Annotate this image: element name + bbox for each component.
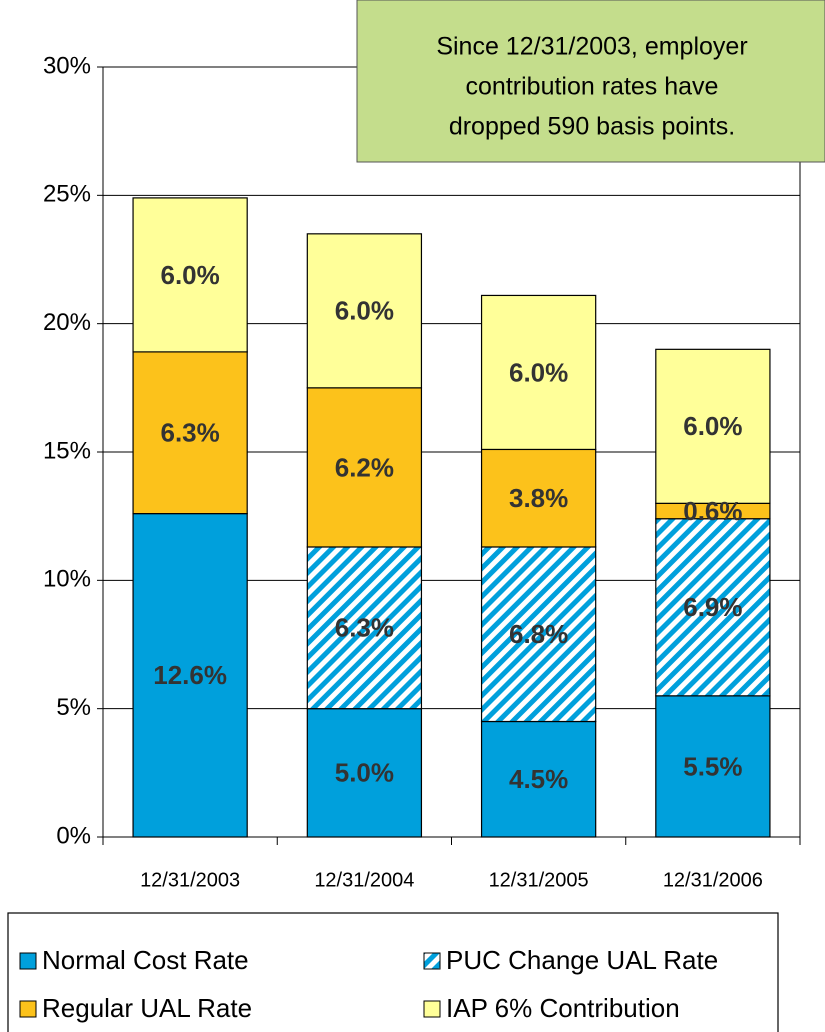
y-tick-label: 25%: [43, 181, 91, 208]
y-tick-label: 30%: [43, 52, 91, 79]
annotation-box: [356, 0, 825, 163]
data-label: 0.6%: [683, 496, 742, 526]
data-label: 6.3%: [160, 418, 219, 448]
bar-segment: [655, 518, 771, 697]
legend-swatch: [423, 952, 441, 970]
x-tick-label: 12/31/2003: [140, 869, 240, 891]
data-label: 3.8%: [509, 483, 568, 513]
data-label: 5.0%: [335, 758, 394, 788]
data-label: 6.0%: [160, 260, 219, 290]
bar-segment: [306, 387, 423, 548]
data-label: 6.2%: [335, 452, 394, 482]
bar-segment: [655, 348, 771, 504]
y-tick-label: 15%: [43, 437, 91, 464]
data-label: 4.5%: [509, 764, 568, 794]
data-label: 6.0%: [335, 296, 394, 326]
bar-segment: [480, 294, 597, 451]
legend-swatch: [19, 1000, 37, 1018]
bar-segment: [480, 546, 597, 723]
data-label: 12.6%: [153, 660, 227, 690]
data-label: 6.3%: [335, 613, 394, 643]
y-tick-label: 20%: [43, 309, 91, 336]
x-tick-label: 12/31/2005: [489, 869, 589, 891]
bar-segment: [306, 546, 423, 710]
bar-segment: [306, 233, 423, 389]
annotation-text: contribution rates have: [466, 73, 719, 101]
x-tick-label: 12/31/2006: [663, 869, 763, 891]
legend-swatch: [423, 1000, 441, 1018]
legend-box: [7, 912, 779, 1032]
bar-segment: [655, 695, 771, 838]
bar-segment: [132, 197, 248, 353]
x-tick-label: 12/31/2004: [314, 869, 414, 891]
data-label: 6.8%: [509, 619, 568, 649]
annotation-text: dropped 590 basis points.: [449, 113, 735, 141]
legend-label: Normal Cost Rate: [42, 945, 249, 975]
data-label: 6.0%: [683, 411, 742, 441]
bar-segment: [480, 448, 597, 548]
bar-segment: [132, 351, 248, 515]
y-tick-label: 5%: [56, 694, 91, 721]
legend-label: IAP 6% Contribution: [446, 993, 680, 1023]
legend-label: PUC Change UAL Rate: [446, 945, 718, 975]
data-label: 5.5%: [683, 751, 742, 781]
annotation-text: Since 12/31/2003, employer: [436, 33, 747, 61]
legend-label: Regular UAL Rate: [42, 993, 252, 1023]
y-tick-label: 0%: [56, 822, 91, 849]
data-label: 6.0%: [509, 357, 568, 387]
bar-segment: [132, 512, 248, 838]
legend-swatch: [19, 952, 37, 970]
data-label: 6.9%: [683, 592, 742, 622]
y-tick-label: 10%: [43, 566, 91, 593]
